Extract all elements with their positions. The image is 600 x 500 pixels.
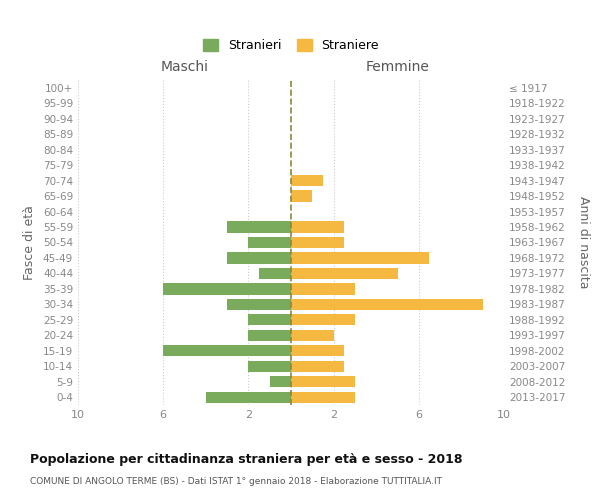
Bar (270, 376, 291, 388)
Bar (248, 237, 291, 248)
Bar (291, 314, 355, 326)
Bar (291, 392, 355, 403)
Bar (291, 330, 334, 341)
Bar (227, 299, 291, 310)
Bar (291, 346, 344, 356)
Bar (248, 330, 291, 341)
Bar (291, 360, 344, 372)
Text: Popolazione per cittadinanza straniera per età e sesso - 2018: Popolazione per cittadinanza straniera p… (30, 452, 463, 466)
Text: Maschi: Maschi (161, 60, 209, 74)
Text: COMUNE DI ANGOLO TERME (BS) - Dati ISTAT 1° gennaio 2018 - Elaborazione TUTTITAL: COMUNE DI ANGOLO TERME (BS) - Dati ISTAT… (30, 478, 442, 486)
Bar (227, 252, 291, 264)
Bar (291, 268, 398, 279)
Bar (248, 360, 291, 372)
Bar (291, 376, 355, 388)
Bar (248, 314, 291, 326)
Bar (206, 392, 291, 403)
Y-axis label: Anni di nascita: Anni di nascita (577, 196, 590, 289)
Bar (259, 268, 291, 279)
Bar (291, 222, 344, 232)
Bar (291, 299, 483, 310)
Bar (163, 346, 291, 356)
Bar (163, 284, 291, 294)
Legend: Stranieri, Straniere: Stranieri, Straniere (198, 34, 384, 57)
Bar (291, 252, 430, 264)
Text: Femmine: Femmine (365, 60, 430, 74)
Bar (291, 237, 344, 248)
Bar (291, 190, 313, 202)
Bar (291, 175, 323, 186)
Bar (291, 284, 355, 294)
Y-axis label: Fasce di età: Fasce di età (23, 205, 36, 280)
Bar (227, 222, 291, 232)
